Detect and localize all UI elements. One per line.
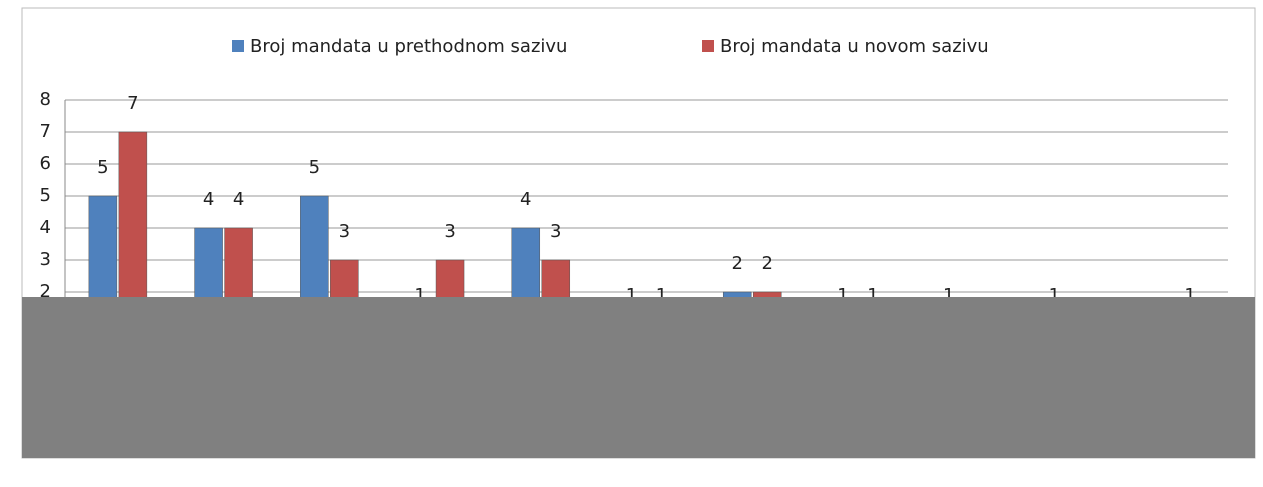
data-label: 2 — [762, 253, 773, 274]
data-label: 4 — [520, 189, 531, 210]
data-label: 4 — [233, 189, 244, 210]
data-label: 3 — [550, 221, 561, 242]
data-label: 1 — [943, 285, 954, 306]
legend-label: Broj mandata u novom sazivu — [720, 36, 989, 57]
y-tick-label: 2 — [40, 281, 51, 302]
y-tick-label: 7 — [40, 121, 51, 142]
data-label: 1 — [837, 285, 848, 306]
data-label: 1 — [1049, 285, 1060, 306]
data-label: 7 — [127, 93, 138, 114]
y-tick-label: 6 — [40, 153, 51, 174]
data-label: 3 — [339, 221, 350, 242]
data-label: 5 — [309, 157, 320, 178]
data-label: 2 — [732, 253, 743, 274]
data-label: 1 — [414, 285, 425, 306]
data-label: 3 — [444, 221, 455, 242]
y-tick-label: 3 — [40, 249, 51, 270]
legend-label: Broj mandata u prethodnom sazivu — [250, 36, 567, 57]
y-tick-label: 8 — [40, 89, 51, 110]
data-label: 4 — [203, 189, 214, 210]
data-label: 1 — [1184, 285, 1195, 306]
occluding-overlay — [22, 297, 1255, 458]
legend-swatch — [702, 40, 714, 52]
data-label: 1 — [867, 285, 878, 306]
data-label: 1 — [656, 285, 667, 306]
data-label: 1 — [626, 285, 637, 306]
data-label: 5 — [97, 157, 108, 178]
legend-swatch — [232, 40, 244, 52]
y-tick-label: 4 — [40, 217, 51, 238]
y-tick-label: 5 — [40, 185, 51, 206]
